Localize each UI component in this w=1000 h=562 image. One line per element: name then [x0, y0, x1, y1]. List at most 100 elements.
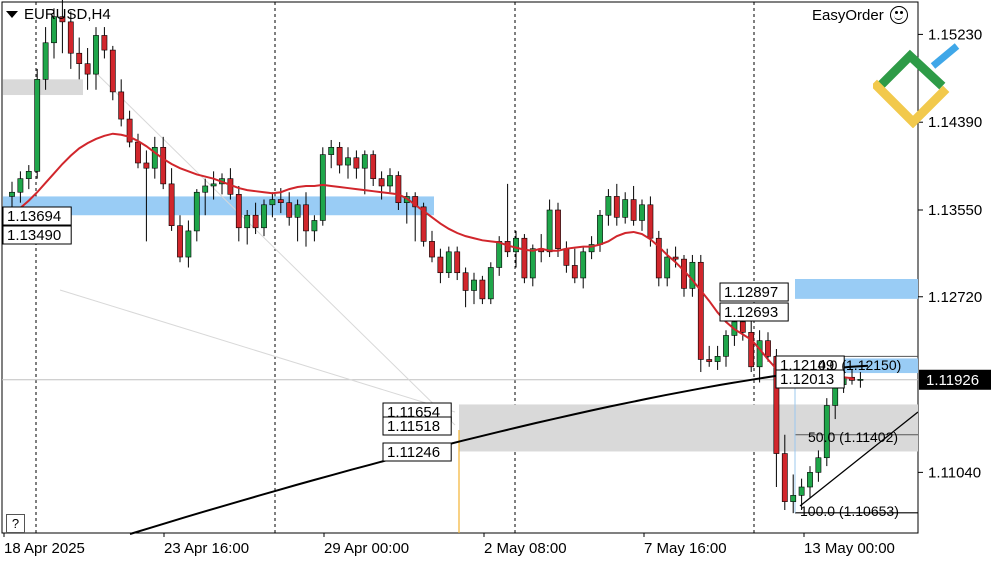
candle[interactable] — [630, 185, 637, 226]
candle[interactable] — [412, 192, 419, 242]
price-zone[interactable] — [3, 79, 83, 96]
candle[interactable] — [151, 136, 158, 179]
candle[interactable] — [59, 0, 66, 54]
candle[interactable] — [67, 11, 74, 69]
candle[interactable] — [639, 199, 645, 231]
easyorder-header[interactable]: EasyOrder — [812, 6, 908, 24]
candle[interactable] — [168, 168, 175, 231]
candle[interactable] — [328, 139, 335, 169]
price-label[interactable]: 1.13490 — [2, 225, 72, 245]
help-button[interactable]: ? — [6, 514, 25, 533]
candle[interactable] — [655, 230, 662, 287]
price-zone[interactable] — [3, 196, 434, 216]
candle[interactable] — [261, 199, 267, 237]
price-zone[interactable] — [795, 278, 918, 299]
candle[interactable] — [93, 27, 99, 90]
price-label[interactable]: 1.12693 — [719, 302, 789, 322]
candle[interactable] — [571, 248, 578, 284]
candle[interactable] — [286, 192, 293, 226]
candle[interactable] — [160, 136, 167, 190]
candle[interactable] — [101, 27, 108, 59]
candle[interactable] — [126, 110, 133, 148]
candle[interactable] — [714, 345, 721, 370]
candle[interactable] — [546, 199, 553, 258]
candle[interactable] — [513, 230, 519, 268]
candle[interactable] — [765, 332, 771, 362]
symbol-header[interactable]: EURUSD,H4 — [6, 6, 111, 23]
candle[interactable] — [622, 192, 629, 224]
candle[interactable] — [51, 8, 57, 59]
trend-line[interactable] — [94, 71, 456, 426]
candle[interactable] — [109, 45, 116, 101]
dropdown-triangle-icon[interactable] — [6, 11, 18, 18]
candle[interactable] — [395, 171, 402, 211]
moving-average-fast[interactable] — [11, 132, 853, 381]
candle[interactable] — [790, 474, 797, 514]
candle[interactable] — [353, 150, 360, 179]
candle[interactable] — [135, 133, 141, 169]
price-zone[interactable] — [459, 404, 918, 452]
channel-line[interactable] — [799, 411, 919, 507]
price-label[interactable]: 1.13694 — [2, 206, 72, 226]
candle[interactable] — [311, 215, 318, 242]
candle[interactable] — [781, 434, 788, 511]
candle[interactable] — [521, 234, 528, 284]
price-label[interactable]: 1.12897 — [719, 282, 789, 302]
candle[interactable] — [370, 150, 377, 186]
candle[interactable] — [471, 272, 477, 305]
trend-line[interactable] — [59, 289, 456, 413]
candle[interactable] — [76, 37, 83, 80]
candle[interactable] — [17, 171, 24, 203]
candle[interactable] — [807, 466, 813, 498]
candle[interactable] — [378, 171, 385, 200]
candle[interactable] — [748, 319, 755, 373]
candle[interactable] — [118, 79, 125, 127]
candle[interactable] — [563, 241, 570, 273]
candle[interactable] — [25, 165, 32, 190]
candle[interactable] — [479, 275, 486, 305]
candle[interactable] — [269, 192, 276, 218]
candle[interactable] — [437, 248, 444, 284]
candle[interactable] — [303, 192, 309, 247]
candle[interactable] — [605, 189, 612, 226]
candle[interactable] — [555, 202, 561, 258]
candle[interactable] — [445, 246, 452, 278]
candle[interactable] — [210, 171, 217, 200]
candle[interactable] — [756, 330, 763, 383]
candle[interactable] — [193, 189, 200, 242]
candle[interactable] — [706, 345, 713, 367]
candle[interactable] — [34, 68, 41, 179]
candle[interactable] — [588, 236, 595, 260]
candle[interactable] — [815, 450, 822, 482]
price-label[interactable]: 1.11518 — [382, 416, 452, 436]
candle[interactable] — [823, 398, 830, 467]
candle[interactable] — [387, 168, 393, 193]
candle[interactable] — [252, 202, 259, 235]
candle[interactable] — [202, 178, 209, 216]
candle[interactable] — [294, 199, 301, 242]
candle[interactable] — [84, 47, 91, 90]
candle[interactable] — [689, 254, 696, 297]
candle[interactable] — [185, 220, 192, 268]
candle[interactable] — [429, 230, 435, 263]
candle[interactable] — [857, 372, 864, 388]
candle[interactable] — [235, 185, 242, 242]
price-label[interactable]: 1.11246 — [382, 442, 452, 462]
candle[interactable] — [672, 246, 679, 268]
candle[interactable] — [487, 262, 494, 305]
candle[interactable] — [336, 142, 343, 174]
candle[interactable] — [244, 210, 251, 245]
candle[interactable] — [580, 246, 587, 289]
candle[interactable] — [462, 267, 469, 308]
candle[interactable] — [681, 254, 687, 297]
candle[interactable] — [42, 27, 49, 90]
candle[interactable] — [319, 147, 326, 226]
candle[interactable] — [454, 246, 461, 281]
candle[interactable] — [361, 150, 368, 195]
candle[interactable] — [613, 183, 620, 226]
candle[interactable] — [798, 478, 805, 511]
candle[interactable] — [143, 150, 150, 242]
moving-average-slow[interactable] — [129, 364, 869, 535]
